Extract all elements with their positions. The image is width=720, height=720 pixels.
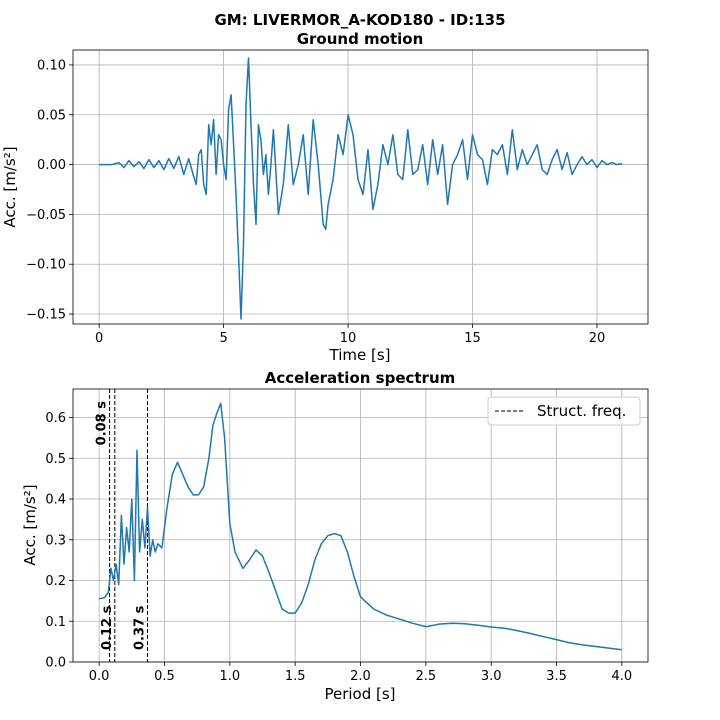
acceleration-spectrum-y-ticks: 0.0 0.1 0.2 0.3 0.4 0.5 0.6 [45, 411, 73, 671]
acceleration-spectrum-x-tick-label: 1.0 [219, 669, 240, 684]
ground-motion-grid [73, 50, 648, 324]
acceleration-spectrum-x-tick-label: 0.5 [154, 669, 175, 684]
acceleration-spectrum-x-tick-label: 2.0 [350, 669, 371, 684]
acceleration-spectrum-y-tick-label: 0.1 [45, 615, 66, 630]
acceleration-spectrum-grid [73, 389, 648, 663]
struct-freq-label: 0.08 s [95, 401, 110, 446]
acceleration-spectrum-x-tick-label: 3.0 [481, 669, 502, 684]
ground-motion-title: Ground motion [297, 30, 424, 48]
ground-motion-x-label: Time [s] [329, 346, 391, 364]
acceleration-spectrum-x-tick-label: 3.5 [546, 669, 567, 684]
ground-motion-series-line [99, 57, 623, 320]
ground-motion-x-tick-label: 5 [219, 331, 227, 346]
struct-freq-label: 0.12 s [100, 605, 115, 650]
ground-motion-panel: Ground motion 0 5 10 15 20 −0.15 −0.10 −0.05 0.… [1, 30, 649, 364]
acceleration-spectrum-series-line [98, 402, 622, 651]
ground-motion-x-tick-label: 15 [464, 331, 481, 346]
acceleration-spectrum-title: Acceleration spectrum [265, 369, 456, 387]
ground-motion-y-tick-label: −0.15 [26, 308, 66, 323]
acceleration-spectrum-x-tick-label: 4.0 [612, 669, 633, 684]
acceleration-spectrum-x-tick-label: 2.5 [415, 669, 436, 684]
legend: Struct. freq. [487, 396, 641, 426]
acceleration-spectrum-x-tick-label: 1.5 [285, 669, 306, 684]
ground-motion-x-tick-label: 0 [95, 331, 103, 346]
ground-motion-y-ticks: −0.15 −0.10 −0.05 0.00 0.05 0.10 [26, 58, 73, 323]
figure-suptitle: GM: LIVERMOR_A-KOD180 - ID:135 [214, 11, 505, 29]
acceleration-spectrum-y-tick-label: 0.4 [45, 493, 66, 508]
acceleration-spectrum-x-ticks: 0.0 0.5 1.0 1.5 2.0 2.5 3.0 3.5 4.0 [89, 662, 632, 684]
acceleration-spectrum-y-tick-label: 0.6 [45, 411, 66, 426]
ground-motion-x-ticks: 0 5 10 15 20 [95, 324, 605, 346]
ground-motion-y-label: Acc. [m/s²] [1, 146, 19, 227]
acceleration-spectrum-y-tick-label: 0.3 [45, 533, 66, 548]
acceleration-spectrum-y-tick-label: 0.0 [45, 656, 66, 671]
ground-motion-y-tick-label: 0.05 [37, 108, 66, 123]
legend-entry-struct-freq: Struct. freq. [537, 402, 626, 420]
legend-box [487, 396, 641, 426]
ground-motion-y-tick-label: −0.05 [26, 208, 66, 223]
ground-motion-x-tick-label: 20 [589, 331, 606, 346]
structural-frequency-lines: 0.08 s 0.12 s 0.37 s [95, 389, 148, 662]
ground-motion-axes-frame [72, 49, 649, 325]
ground-motion-y-tick-label: 0.00 [37, 158, 66, 173]
acceleration-spectrum-panel: Acceleration spectrum 0.08 s 0.12 s 0.37 s… [21, 369, 649, 703]
ground-motion-x-tick-label: 10 [340, 331, 357, 346]
acceleration-spectrum-y-tick-label: 0.2 [45, 574, 66, 589]
acceleration-spectrum-x-tick-label: 0.0 [89, 669, 110, 684]
acceleration-spectrum-y-tick-label: 0.5 [45, 452, 66, 467]
ground-motion-y-tick-label: 0.10 [37, 58, 66, 73]
ground-motion-y-tick-label: −0.10 [26, 258, 66, 273]
struct-freq-label: 0.37 s [133, 605, 148, 650]
acceleration-spectrum-x-label: Period [s] [324, 685, 395, 703]
acceleration-spectrum-y-label: Acc. [m/s²] [21, 484, 39, 565]
